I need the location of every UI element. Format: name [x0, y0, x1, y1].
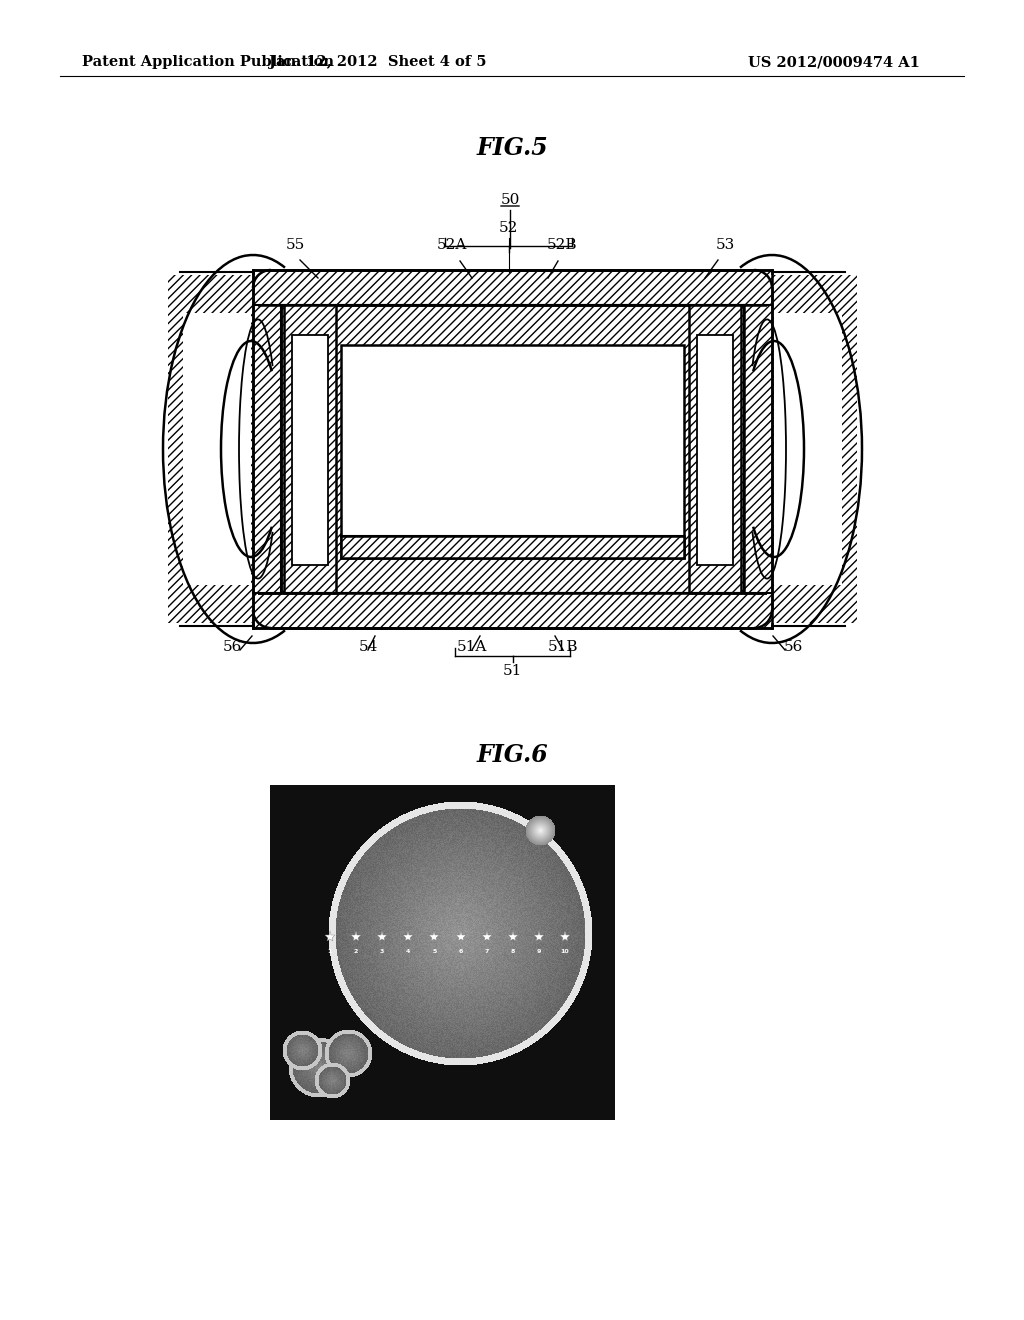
Text: 56: 56: [222, 640, 242, 653]
Text: 4: 4: [407, 949, 411, 954]
Text: 9: 9: [537, 949, 541, 954]
Text: 8: 8: [511, 949, 515, 954]
Text: 52A: 52A: [437, 238, 467, 252]
Text: 52: 52: [499, 220, 518, 235]
Bar: [253, 271, 772, 628]
Bar: [183, 313, 251, 585]
Bar: [341, 536, 684, 558]
Bar: [253, 305, 281, 593]
Text: 56: 56: [783, 640, 803, 653]
Text: 5: 5: [432, 949, 436, 954]
Text: 1: 1: [328, 949, 332, 954]
Text: 10: 10: [561, 949, 569, 954]
Text: 53: 53: [716, 238, 734, 252]
Text: 3: 3: [380, 949, 384, 954]
Bar: [774, 313, 842, 585]
Text: 51B: 51B: [548, 640, 579, 653]
Text: 2: 2: [354, 949, 358, 954]
Bar: [253, 271, 772, 305]
Bar: [284, 305, 336, 593]
Bar: [281, 305, 744, 593]
Text: 55: 55: [286, 238, 304, 252]
Text: 6: 6: [459, 949, 463, 954]
Bar: [341, 345, 684, 558]
Bar: [689, 305, 741, 593]
Bar: [744, 305, 772, 593]
Text: 54: 54: [358, 640, 378, 653]
Text: 50: 50: [501, 193, 520, 207]
Text: 51A: 51A: [457, 640, 487, 653]
Bar: [767, 275, 857, 623]
Bar: [168, 275, 258, 623]
Bar: [292, 335, 328, 565]
Text: Jan. 12, 2012  Sheet 4 of 5: Jan. 12, 2012 Sheet 4 of 5: [269, 55, 486, 69]
Text: 51: 51: [503, 664, 522, 678]
Text: 52B: 52B: [547, 238, 578, 252]
Text: US 2012/0009474 A1: US 2012/0009474 A1: [748, 55, 920, 69]
Bar: [697, 335, 733, 565]
Text: FIG.6: FIG.6: [476, 743, 548, 767]
Text: FIG.5: FIG.5: [476, 136, 548, 160]
Text: 7: 7: [484, 949, 488, 954]
Bar: [253, 593, 772, 628]
Text: Patent Application Publication: Patent Application Publication: [82, 55, 334, 69]
